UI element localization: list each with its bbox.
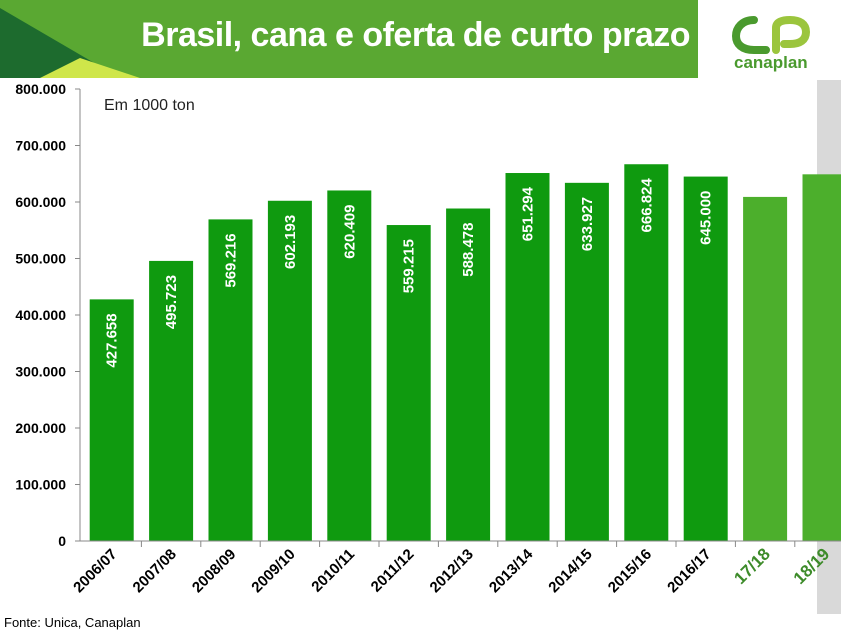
bar-value-label: 559.215 bbox=[401, 239, 418, 293]
bar-value-label: 633.927 bbox=[579, 197, 596, 251]
bar bbox=[505, 173, 550, 541]
bar-value-label: 651.294 bbox=[520, 186, 537, 241]
banner-dark-triangle bbox=[0, 8, 120, 78]
bar bbox=[802, 174, 841, 541]
bar-value-label: 645.000 bbox=[698, 191, 715, 245]
bar-value-label: 620.409 bbox=[341, 204, 358, 258]
y-tick-label: 400.000 bbox=[15, 307, 66, 323]
bar bbox=[683, 176, 728, 541]
bar bbox=[149, 260, 194, 541]
x-axis: 2006/07 2007/08 2008/09 2009/10 2010/11 2011/… bbox=[70, 540, 841, 596]
y-axis: 0 100.000 200.000 300.000 400.000 500.000 600.… bbox=[15, 81, 81, 549]
page-title: Brasil, cana e oferta de curto prazo bbox=[141, 16, 690, 54]
x-tick-label: 2009/10 bbox=[248, 546, 298, 596]
x-tick-label: 17/18 bbox=[730, 544, 774, 588]
source-note: Fonte: Unica, Canaplan bbox=[4, 615, 141, 630]
x-tick-label: 2011/12 bbox=[368, 546, 418, 596]
y-tick-label: 100.000 bbox=[15, 477, 66, 493]
x-tick-label: 2014/15 bbox=[545, 546, 595, 596]
x-tick-label: 2015/16 bbox=[605, 546, 655, 596]
y-tick-label: 700.000 bbox=[15, 138, 66, 154]
x-tick-label: 2008/09 bbox=[189, 546, 239, 596]
banner-yellow-stripe bbox=[40, 58, 140, 78]
x-tick-label: 2012/13 bbox=[427, 546, 477, 596]
bar bbox=[327, 190, 372, 541]
bar-value-label: 569.216 bbox=[223, 233, 240, 287]
banner-decoration bbox=[0, 8, 140, 78]
bar-value-label: 588.478 bbox=[460, 223, 477, 277]
y-tick-label: 500.000 bbox=[15, 251, 66, 267]
bar-chart: 0 100.000 200.000 300.000 400.000 500.000 600.… bbox=[15, 80, 841, 614]
bar bbox=[267, 200, 312, 541]
x-tick-label: 2013/14 bbox=[486, 545, 537, 596]
unit-annotation: Em 1000 ton bbox=[104, 97, 195, 114]
logo-wordmark: canaplan bbox=[734, 53, 808, 72]
x-tick-label: 2010/11 bbox=[308, 546, 358, 596]
bar bbox=[624, 164, 669, 541]
x-tick-label: 2016/17 bbox=[664, 546, 714, 596]
x-tick-label: 2006/07 bbox=[70, 546, 120, 596]
y-tick-label: 300.000 bbox=[15, 364, 66, 380]
bar bbox=[743, 196, 788, 541]
bar-value-label: 495.723 bbox=[163, 275, 180, 329]
x-tick-label: 2007/08 bbox=[130, 546, 180, 596]
bar bbox=[446, 208, 491, 541]
y-tick-label: 600.000 bbox=[15, 194, 66, 210]
bar bbox=[89, 299, 134, 541]
y-tick-label: 800.000 bbox=[15, 81, 66, 97]
y-tick-label: 200.000 bbox=[15, 420, 66, 436]
bar-value-label: 666.824 bbox=[638, 178, 655, 233]
canaplan-logo-icon bbox=[732, 15, 811, 54]
bar-value-label: 427.658 bbox=[104, 313, 121, 367]
bar bbox=[564, 182, 609, 541]
y-tick-label: 0 bbox=[58, 533, 66, 549]
bar-value-label: 602.193 bbox=[282, 215, 299, 269]
title-banner: Brasil, cana e oferta de curto prazo bbox=[0, 0, 698, 78]
bars: 427.658 495.723 569.216 602.193 620.409 559.2… bbox=[89, 164, 841, 542]
bar bbox=[386, 225, 431, 541]
bar bbox=[208, 219, 253, 542]
